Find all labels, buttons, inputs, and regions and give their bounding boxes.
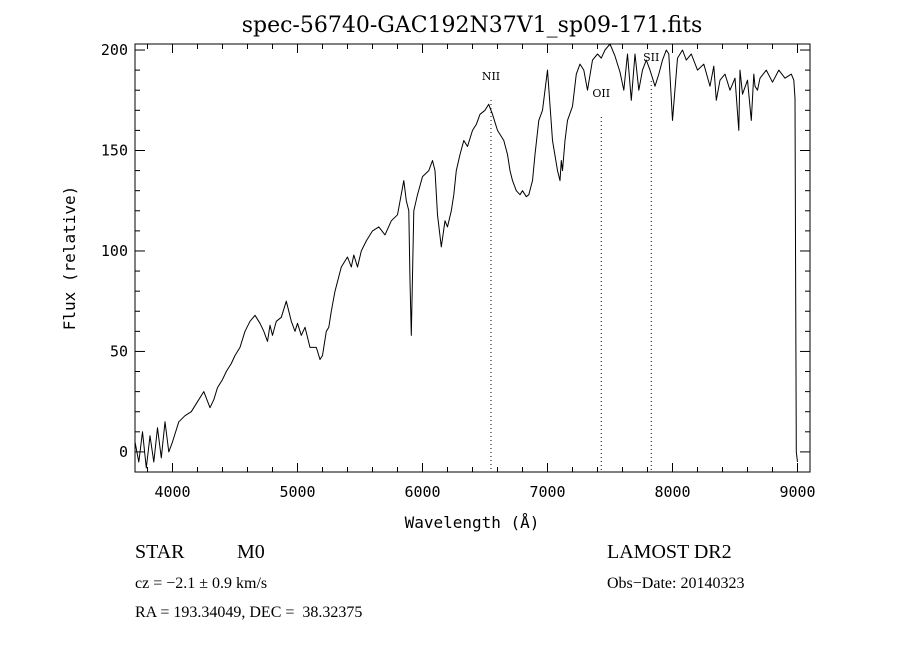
emission-line-markers: NII OII SII [482,51,659,472]
obs-date-text: Obs−Date: 20140323 [607,575,745,592]
object-subclass: M0 [237,541,265,563]
chart-title: spec-56740-GAC192N37V1_sp09-171.fits [242,13,703,38]
plot-frame [134,43,811,473]
plot-area: NII OII SII [134,43,811,473]
coordinates-text: RA = 193.34049, DEC = 38.32375 [135,604,363,621]
y-tick-label: 50 [110,342,128,360]
redshift-text: cz = −2.1 ± 0.9 km/s [135,575,268,592]
y-tick-label: 100 [101,242,128,260]
x-tick-label: 7000 [529,483,565,501]
y-tick-label: 200 [101,41,128,59]
x-tick-label: 6000 [404,483,440,501]
object-class: STAR [135,541,185,563]
x-tick-label: 8000 [654,483,690,501]
line-label-sii: SII [643,51,659,64]
x-tick-label: 9000 [779,483,815,501]
series-line [134,43,798,469]
y-tick-label: 0 [119,443,128,461]
survey-name: LAMOST DR2 [607,541,732,563]
y-axis-label: Flux (relative) [60,186,79,331]
axis-ticks [135,44,810,473]
x-axis-label: Wavelength (Å) [405,513,540,532]
x-tick-label: 4000 [154,483,190,501]
line-label-oii: OII [592,87,610,100]
line-label-nii: NII [482,70,500,83]
x-tick-label: 5000 [279,483,315,501]
y-tick-label: 150 [101,141,128,159]
